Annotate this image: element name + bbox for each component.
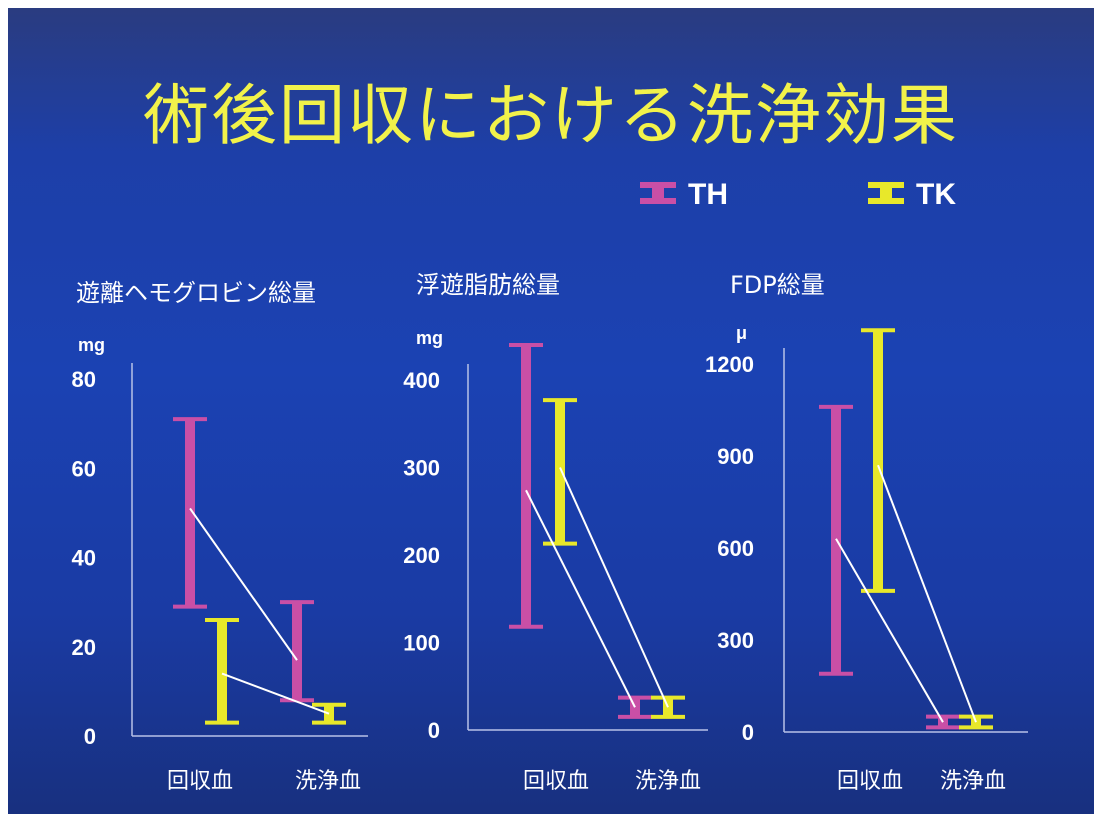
chart-0-ytick-2: 40 bbox=[72, 546, 96, 571]
chart-2-unit: μ bbox=[736, 323, 747, 343]
chart-2-category-1: 洗浄血 bbox=[940, 769, 1006, 794]
slide-title: 術後回収における洗浄効果 bbox=[143, 77, 959, 154]
slide: 術後回収における洗浄効果 TH TK 遊離ヘモグロビン総量 mg 0 20 40 60 80… bbox=[8, 8, 1094, 814]
chart-1-ytick-4: 400 bbox=[403, 368, 440, 393]
chart-1-tk-mean-line bbox=[559, 467, 669, 708]
legend-swatch-th bbox=[640, 182, 676, 204]
chart-1-title: 浮遊脂肪総量 bbox=[416, 271, 560, 299]
chart-1-th-mean-line bbox=[525, 489, 636, 708]
chart-0-title: 遊離ヘモグロビン総量 bbox=[76, 279, 316, 307]
chart-0-th-mean-line bbox=[189, 507, 298, 661]
chart-0-category-1: 洗浄血 bbox=[295, 769, 361, 794]
chart-1-ytick-0: 0 bbox=[428, 718, 440, 743]
legend-item-tk: TK bbox=[866, 176, 1026, 216]
chart-1-category-0: 回収血 bbox=[523, 769, 589, 794]
chart-1-ytick-1: 100 bbox=[403, 631, 440, 656]
chart-0-tk-mean-line bbox=[221, 672, 330, 715]
chart-0-ytick-4: 80 bbox=[72, 367, 96, 392]
chart-1-ytick-3: 300 bbox=[403, 456, 440, 481]
chart-1-unit: mg bbox=[416, 328, 443, 348]
legend-label-tk: TK bbox=[916, 178, 956, 211]
chart-1-category-1: 洗浄血 bbox=[635, 769, 701, 794]
chart-0-ytick-1: 20 bbox=[72, 635, 96, 660]
chart-0-ytick-3: 60 bbox=[72, 456, 96, 481]
chart-2-ytick-2: 600 bbox=[717, 536, 754, 561]
legend-item-th: TH bbox=[638, 176, 798, 216]
legend-label-th: TH bbox=[688, 178, 728, 211]
chart-0-unit: mg bbox=[78, 335, 105, 355]
charts-area: 遊離ヘモグロビン総量 mg 0 20 40 60 80 回収血 洗浄血 浮遊脂肪総量 mg 0 100 2… bbox=[72, 271, 1028, 794]
chart-0-ytick-0: 0 bbox=[84, 724, 96, 749]
chart-2-title: FDP総量 bbox=[730, 271, 825, 299]
chart-0-category-0: 回収血 bbox=[167, 769, 233, 794]
chart-1-ytick-2: 200 bbox=[403, 543, 440, 568]
chart-2-ytick-1: 300 bbox=[717, 628, 754, 653]
legend: TH TK bbox=[638, 176, 1038, 216]
legend-swatch-tk bbox=[868, 182, 904, 204]
chart-2-th-mean-line bbox=[835, 538, 944, 723]
chart-2-ytick-4: 1200 bbox=[705, 352, 754, 377]
chart-2-category-0: 回収血 bbox=[837, 769, 903, 794]
chart-2-ytick-3: 900 bbox=[717, 444, 754, 469]
chart-2-ytick-0: 0 bbox=[742, 720, 754, 745]
chart-2-tk-mean-line bbox=[877, 464, 977, 723]
